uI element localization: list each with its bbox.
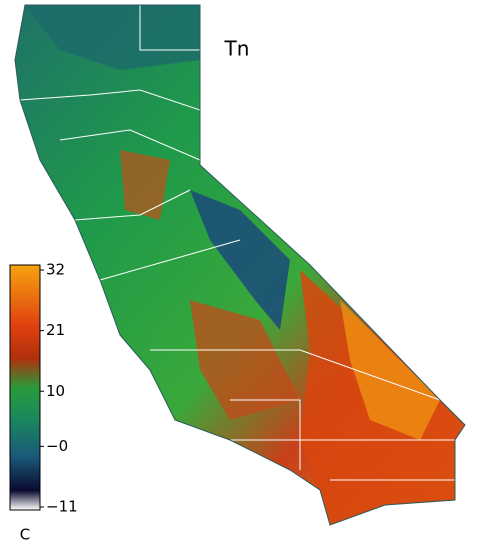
colorbar-unit: C — [20, 526, 30, 544]
colorbar-tick-label: 32 — [46, 261, 65, 279]
colorbar-tick-label: −0 — [46, 437, 68, 455]
map-title: Tn — [224, 37, 250, 61]
colorbar-tick-label: −11 — [46, 498, 78, 516]
colorbar-tick-label: 10 — [46, 382, 65, 400]
colorbar — [9, 264, 41, 511]
state-outline — [14, 4, 466, 526]
colorbar-tick-label: 21 — [46, 321, 65, 339]
